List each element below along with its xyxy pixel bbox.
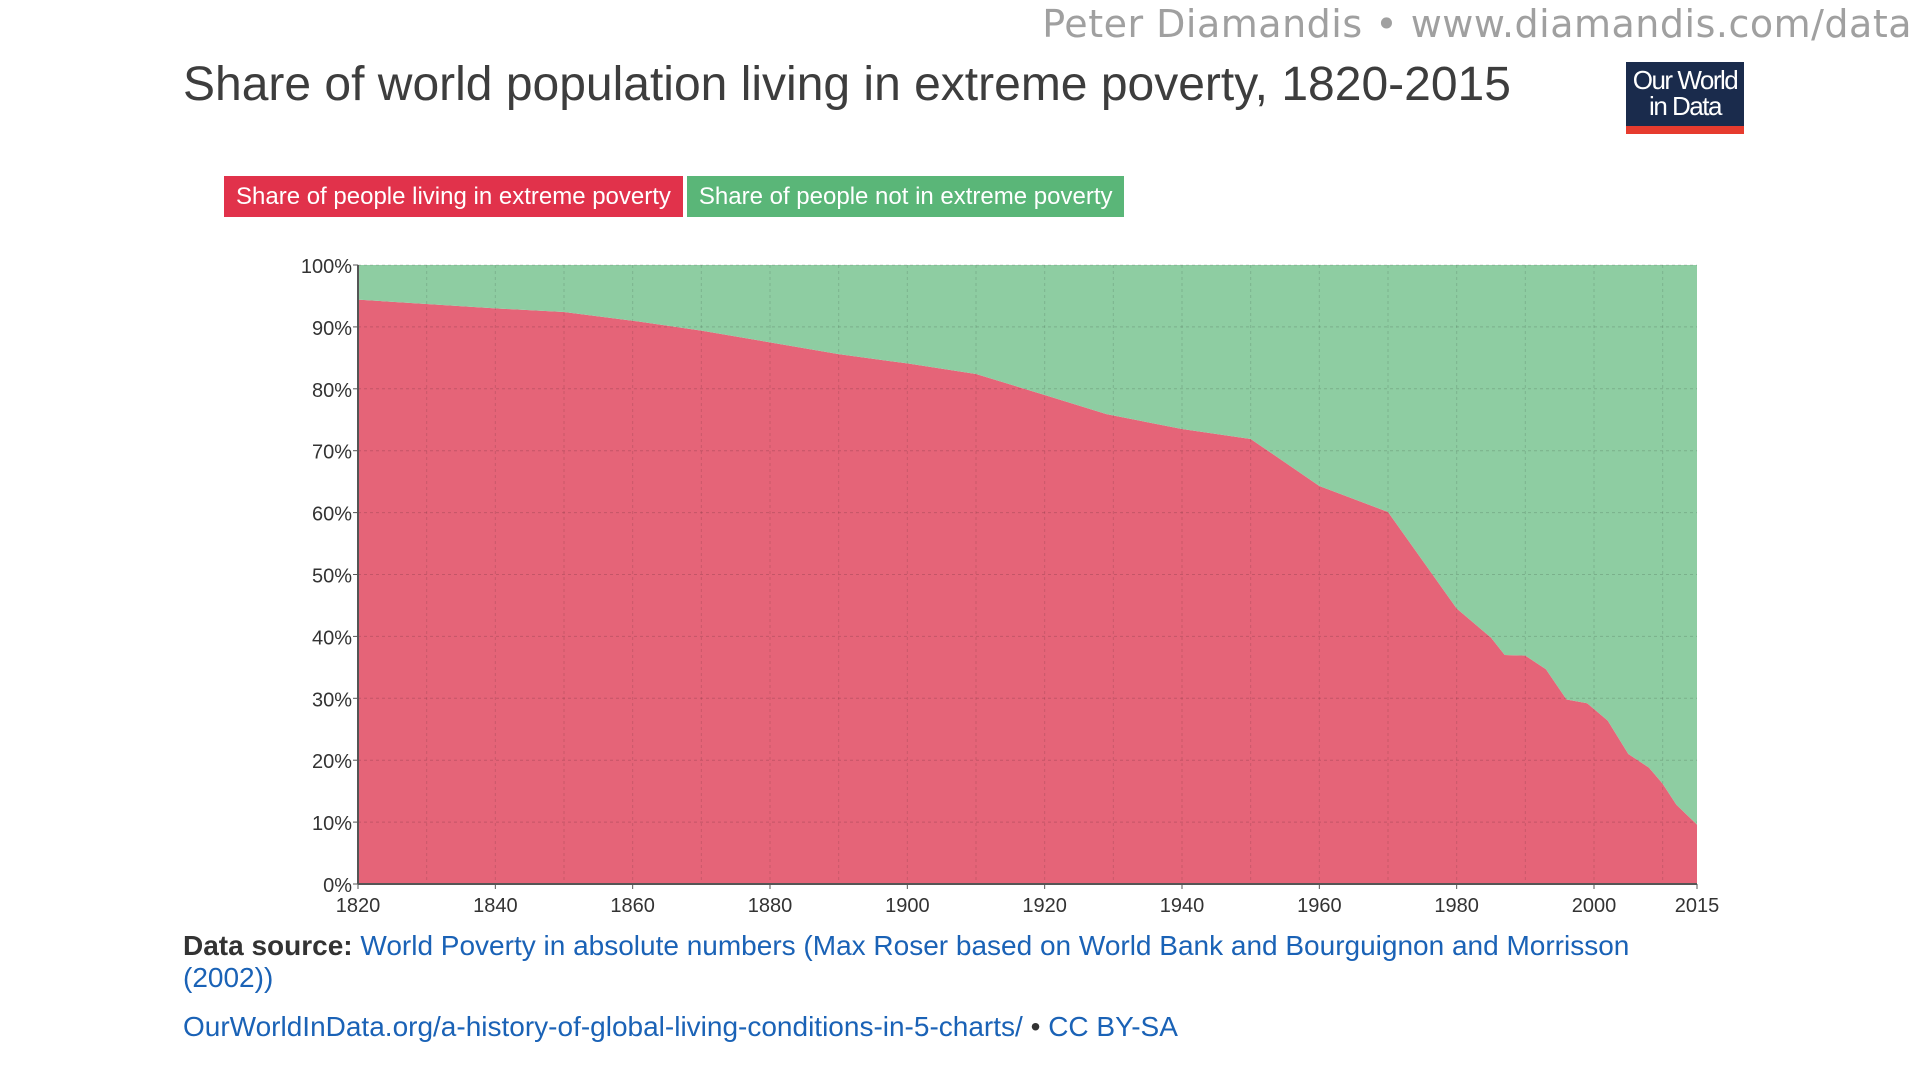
chart-axes (353, 264, 1698, 889)
footer-license[interactable]: CC BY-SA (1048, 1011, 1178, 1042)
y-tick-labels: 0% 10% 20% 30% 40% 50% 60% 70% 80% 90% 100% (301, 256, 352, 897)
footer-separator: • (1030, 1011, 1041, 1042)
x-tick-label: 1920 (1022, 895, 1067, 917)
data-source: Data source: World Poverty in absolute n… (183, 930, 1703, 994)
y-tick-label: 0% (323, 875, 352, 897)
x-tick-label: 2015 (1675, 895, 1720, 917)
x-tick-label: 1880 (748, 895, 793, 917)
area-series-1 (358, 265, 1697, 825)
x-tick-label: 1820 (336, 895, 381, 917)
x-tick-label: 1960 (1297, 895, 1342, 917)
author-credit: Peter Diamandis • www.diamandis.com/data (1042, 2, 1912, 46)
y-tick-label: 40% (312, 627, 352, 649)
x-tick-label: 1840 (473, 895, 518, 917)
y-tick-label: 90% (312, 318, 352, 340)
footer-link[interactable]: OurWorldInData.org/a-history-of-global-l… (183, 1011, 1023, 1042)
x-tick-labels: 1820 1840 1860 1880 1900 1920 1940 1960 1980 2000… (336, 895, 1720, 917)
y-tick-label: 70% (312, 442, 352, 464)
legend: Share of people living in extreme povert… (224, 176, 1125, 217)
owid-logo: Our World in Data (1626, 62, 1744, 134)
x-tick-label: 1940 (1160, 895, 1205, 917)
logo-line-1: Our World (1632, 65, 1739, 95)
chart-title: Share of world population living in extr… (183, 58, 1511, 111)
y-tick-label: 50% (312, 566, 352, 588)
x-tick-label: 1860 (610, 895, 655, 917)
y-tick-label: 80% (312, 380, 352, 402)
area-series-0 (358, 299, 1697, 884)
chart-grid (358, 264, 1697, 884)
x-tick-label: 1980 (1434, 895, 1479, 917)
data-source-label: Data source: (183, 930, 353, 961)
y-tick-label: 100% (301, 256, 352, 278)
y-tick-label: 10% (312, 813, 352, 835)
logo-line-2: in Data (1649, 91, 1722, 121)
footer: OurWorldInData.org/a-history-of-global-l… (183, 1011, 1178, 1043)
y-tick-label: 30% (312, 689, 352, 711)
x-tick-label: 2000 (1572, 895, 1617, 917)
chart-areas (358, 265, 1697, 884)
data-source-link[interactable]: World Poverty in absolute numbers (Max R… (183, 930, 1630, 993)
x-tick-label: 1900 (885, 895, 930, 917)
legend-item-not-poverty[interactable]: Share of people not in extreme poverty (686, 176, 1125, 217)
stacked-area-chart: 0%10%20%30%40%50%60%70%80%90%100% 1820 18… (301, 256, 1720, 917)
legend-item-poverty[interactable]: Share of people living in extreme povert… (224, 176, 683, 217)
y-tick-label: 60% (312, 504, 352, 526)
y-tick-label: 20% (312, 751, 352, 773)
